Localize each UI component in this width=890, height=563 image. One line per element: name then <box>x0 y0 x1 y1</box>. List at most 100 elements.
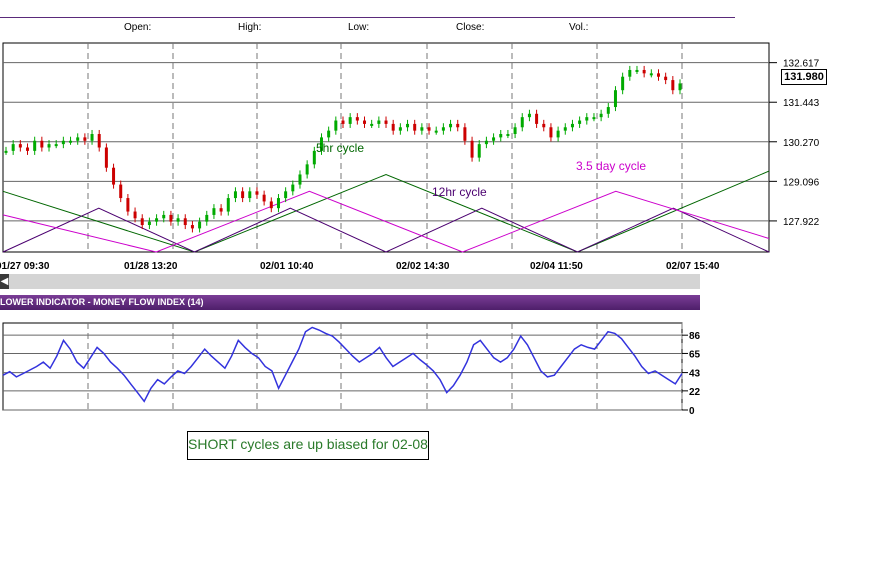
candle-body <box>420 127 424 131</box>
candle-body <box>671 80 675 91</box>
left-arrow-icon[interactable]: ◀ <box>0 274 9 289</box>
candle-body <box>140 218 144 226</box>
candle-body <box>355 117 359 121</box>
candle-body <box>477 144 481 158</box>
time-tick-label: 01/28 13:20 <box>124 261 178 272</box>
candle-body <box>190 225 194 229</box>
mfi-tick-label: 0 <box>689 406 695 417</box>
candle-body <box>370 123 374 126</box>
candle-body <box>649 73 653 76</box>
candle-body <box>126 198 130 212</box>
mfi-series <box>2 326 683 403</box>
cycle-line-2 <box>2 207 770 253</box>
candle-body <box>556 130 560 138</box>
mfi-axis: 86 65 43 22 0 <box>682 331 701 417</box>
candle-body <box>47 144 51 148</box>
candle-body <box>133 211 137 219</box>
candle-body <box>169 214 173 222</box>
candle-body <box>520 117 524 128</box>
candle-body <box>112 167 116 185</box>
candle-body <box>570 123 574 128</box>
time-tick-label: 01/27 09:30 <box>0 261 50 272</box>
time-axis: 01/27 09:30 01/28 13:20 02/01 10:40 02/02 1… <box>0 261 720 272</box>
candle-body <box>104 147 108 168</box>
candle-body <box>176 218 180 222</box>
candle-body <box>269 201 273 209</box>
candle-body <box>628 69 632 77</box>
price-tick-label: 127.922 <box>783 217 820 228</box>
candle-body <box>542 123 546 128</box>
mfi-grid <box>2 322 683 411</box>
candle-body <box>341 120 345 124</box>
price-tick-label: 129.096 <box>783 177 820 188</box>
candle-body <box>606 107 610 114</box>
candle-body <box>549 127 553 138</box>
chart-scrollbar[interactable] <box>0 274 700 289</box>
candle-body <box>219 208 223 212</box>
candle-body <box>54 144 58 147</box>
time-tick-label: 02/01 10:40 <box>260 261 314 272</box>
time-tick-label: 02/04 11:50 <box>530 261 583 272</box>
candle-body <box>656 73 660 77</box>
candle-body <box>578 120 582 124</box>
candle-body <box>585 117 589 121</box>
candle-body <box>449 123 453 128</box>
candle-body <box>484 140 488 145</box>
candle-body <box>198 221 202 229</box>
candle-body <box>61 140 65 145</box>
header-rule <box>0 17 735 18</box>
cycle-line-1 <box>2 170 770 253</box>
candle-body <box>456 123 460 128</box>
candle-body <box>506 134 510 137</box>
candle-body <box>26 147 30 151</box>
candle-body <box>492 137 496 141</box>
candle-body <box>312 150 316 165</box>
candle-body <box>413 123 417 131</box>
candle-body <box>298 174 302 185</box>
candle-body <box>599 113 603 118</box>
vol-label: Vol.: <box>569 22 589 33</box>
candle-body <box>4 150 8 153</box>
candle-body <box>642 69 646 74</box>
open-label: Open: <box>124 22 152 33</box>
candle-body <box>33 140 37 151</box>
price-tick-label: 130.270 <box>783 138 820 149</box>
candle-body <box>11 144 15 151</box>
candle-body <box>327 130 331 138</box>
candle-body <box>513 127 517 135</box>
candle-body <box>377 120 381 124</box>
candle-body <box>348 117 352 124</box>
annotation-5hr: 5hr cycle <box>316 141 364 155</box>
low-label: Low: <box>348 22 370 33</box>
candle-body <box>183 218 187 226</box>
candle-body <box>90 134 94 141</box>
candle-body <box>499 134 503 138</box>
candle-body <box>241 191 245 199</box>
candle-body <box>147 221 151 226</box>
candle-body <box>69 140 73 143</box>
candle-body <box>434 130 438 133</box>
cycle-line-3 <box>2 190 770 253</box>
indicator-title: LOWER INDICATOR - MONEY FLOW INDEX (14) <box>0 297 204 307</box>
candle-body <box>18 144 22 148</box>
candle-body <box>212 208 216 215</box>
time-tick-label: 02/02 14:30 <box>396 261 450 272</box>
candle-body <box>563 127 567 131</box>
candle-body <box>664 76 668 81</box>
candle-body <box>291 184 295 192</box>
high-label: High: <box>238 22 262 33</box>
main-chart-grid <box>2 42 770 253</box>
annotation-12hr: 12hr cycle <box>432 185 487 199</box>
mfi-tick-label: 65 <box>689 349 701 360</box>
price-axis: 132.617 131.443 130.270 129.096 127.922 <box>769 59 820 228</box>
candle-body <box>262 194 266 202</box>
candle-body <box>384 120 388 124</box>
candle-body <box>463 127 467 141</box>
price-tick-label: 131.443 <box>783 98 820 109</box>
candle-body <box>40 140 44 148</box>
mfi-tick-label: 86 <box>689 331 701 342</box>
cycle-lines <box>2 170 770 253</box>
candle-body <box>83 137 87 141</box>
price-tick-label: 132.617 <box>783 59 820 70</box>
